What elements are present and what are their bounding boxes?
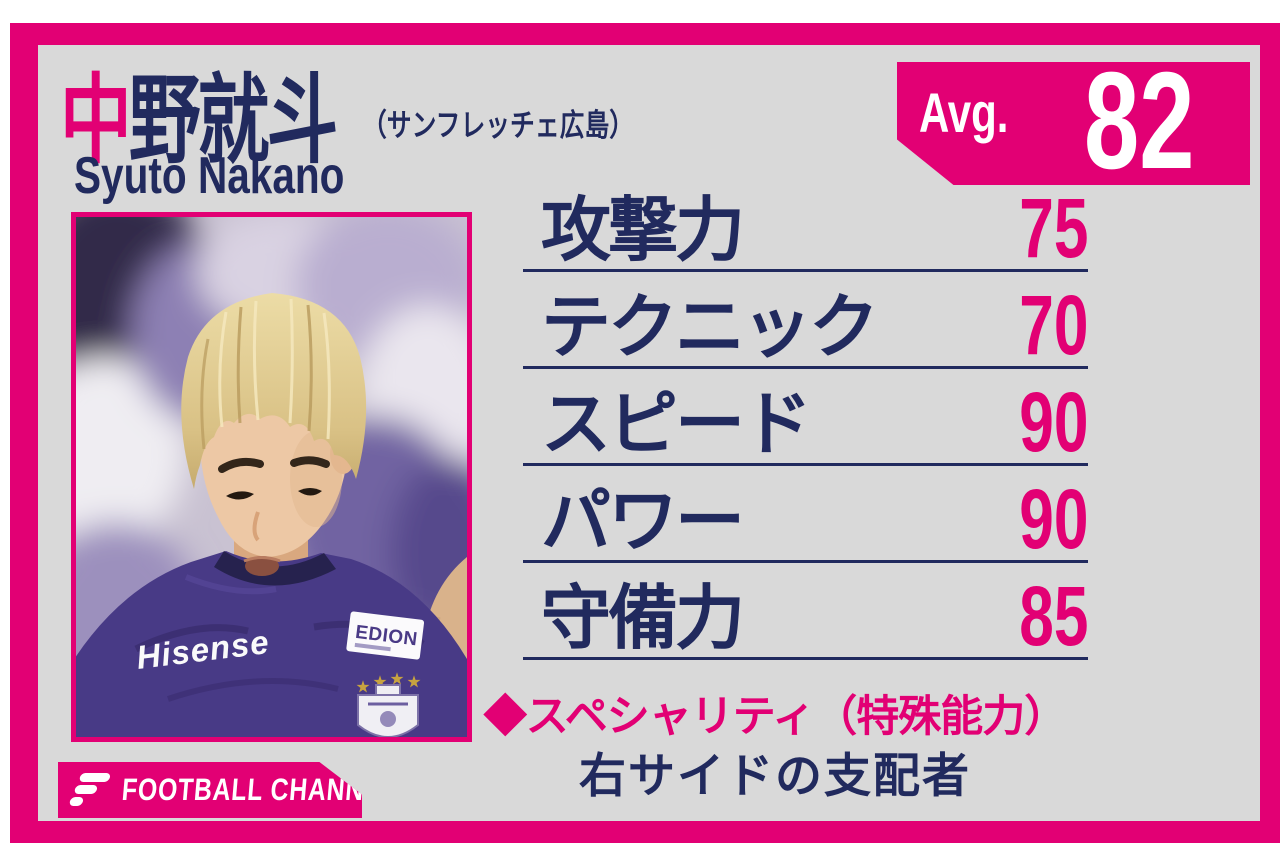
- specialty-heading: ◆スペシャリティ（特殊能力）: [483, 693, 1067, 741]
- stat-row-speed: スピード 90: [523, 369, 1088, 466]
- player-photo: Hisense EDION: [71, 212, 472, 742]
- player-name-rest: 野就斗: [128, 66, 338, 175]
- stat-label: スピード: [541, 385, 812, 463]
- footer-brand-banner: FOOTBALL CHANNEL: [58, 762, 362, 818]
- player-name-en: Syuto Nakano: [74, 147, 345, 205]
- stat-value: 70: [1018, 278, 1088, 373]
- avg-rating-badge: Avg. 82: [897, 62, 1250, 185]
- specialty-value: 右サイドの支配者: [579, 749, 971, 803]
- player-club: （サンフレッチェ広島）: [362, 108, 635, 143]
- avg-value: 82: [1083, 44, 1194, 198]
- stat-value: 90: [1018, 472, 1088, 567]
- stat-value: 85: [1018, 569, 1088, 664]
- player-name-jp: 中野就斗: [60, 72, 338, 169]
- stat-label: パワー: [541, 482, 745, 560]
- stat-label: 守備力: [541, 579, 745, 657]
- jersey-patch: EDION: [346, 611, 425, 660]
- stat-row-technique: テクニック 70: [523, 272, 1088, 369]
- stat-row-attack: 攻撃力 75: [523, 175, 1088, 272]
- avg-label: Avg.: [919, 81, 1009, 144]
- jersey-stars: [356, 672, 421, 693]
- stat-label: テクニック: [541, 288, 879, 366]
- stat-row-defense: 守備力 85: [523, 563, 1088, 660]
- stat-label: 攻撃力: [541, 191, 745, 269]
- player-photo-illustration: Hisense EDION: [76, 217, 467, 737]
- player-name-accent-char: 中: [60, 66, 132, 175]
- football-channel-f-icon: [69, 773, 111, 806]
- stat-row-power: パワー 90: [523, 466, 1088, 563]
- stat-value: 75: [1018, 181, 1088, 276]
- stats-table: 攻撃力 75 テクニック 70 スピード 90 パワー 90 守備力 85: [523, 175, 1088, 660]
- specialty-section: ◆スペシャリティ（特殊能力） 右サイドの支配者: [480, 693, 1070, 803]
- stat-value: 90: [1018, 375, 1088, 470]
